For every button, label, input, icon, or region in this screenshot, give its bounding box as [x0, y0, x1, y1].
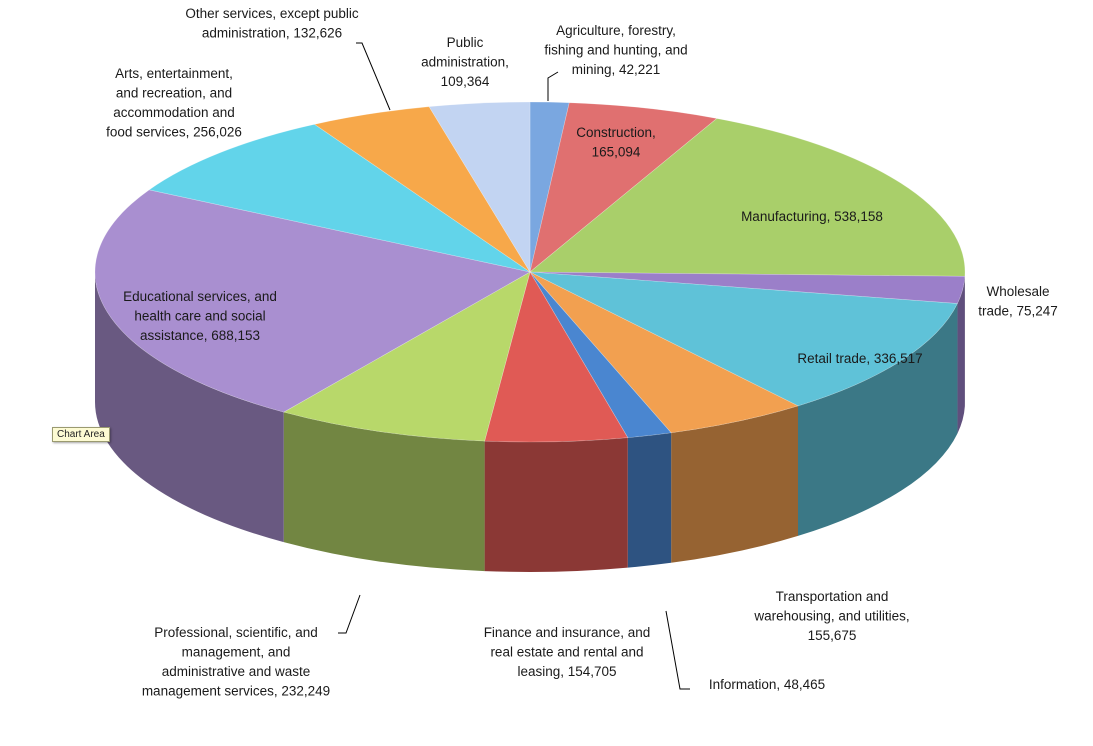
data-label-line: Professional, scientific, and	[154, 625, 318, 640]
data-label-line: health care and social	[134, 309, 265, 324]
data-label-line: management services, 232,249	[142, 684, 330, 699]
data-label-line: Manufacturing, 538,158	[741, 209, 883, 224]
pie-slice-information	[529, 271, 672, 438]
data-label-line: Transportation and	[776, 589, 889, 604]
data-label-line: trade, 75,247	[978, 304, 1058, 319]
data-label-line: Public	[447, 35, 484, 50]
data-label-line: Agriculture, forestry,	[556, 23, 676, 38]
data-label-line: Information, 48,465	[709, 677, 825, 692]
data-label-information: Information, 48,465	[709, 677, 825, 692]
data-label-professional-scientific-and-management-a: Professional, scientific, and management,…	[142, 625, 330, 699]
pie-slice-manufacturing	[529, 118, 966, 277]
data-label-line: leasing, 154,705	[517, 664, 616, 679]
leader-line-agriculture-forestry-fishing-and-hunting	[547, 71, 559, 101]
data-label-line: Construction,	[576, 125, 656, 140]
data-label-line: Wholesale	[986, 284, 1049, 299]
data-label-line: administrative and waste	[162, 664, 311, 679]
data-label-transportation-and-warehousing-and-utili: Transportation and warehousing, and utili…	[753, 589, 909, 643]
pie-side-transportation-and-warehousing-and-utili	[671, 405, 799, 563]
data-label-line: Educational services, and	[123, 289, 277, 304]
pie-sides	[95, 272, 965, 572]
data-label-construction: Construction, 165,094	[576, 125, 656, 160]
pie-slice-other-services-except-public-administrat	[313, 106, 531, 273]
leader-line-other-services-except-public-administrat	[356, 42, 391, 111]
data-label-wholesale-trade: Wholesale trade, 75,247	[978, 284, 1058, 319]
data-label-line: real estate and rental and	[490, 645, 643, 660]
data-label-line: 109,364	[441, 74, 490, 89]
data-label-line: 165,094	[592, 145, 641, 160]
pie-side-retail-trade	[798, 303, 958, 536]
pie-slice-public-administration	[428, 101, 531, 274]
data-label-line: food services, 256,026	[106, 125, 242, 140]
data-label-line: Other services, except public	[185, 6, 359, 21]
data-label-line: mining, 42,221	[572, 62, 661, 77]
data-label-retail-trade: Retail trade, 336,517	[797, 351, 922, 366]
data-label-line: assistance, 688,153	[140, 328, 260, 343]
pie-side-educational-services-and-health-care-and	[95, 272, 284, 543]
pie-slices	[94, 101, 966, 443]
pie-slice-transportation-and-warehousing-and-utili	[529, 271, 799, 434]
chart-area-tooltip: Chart Area	[52, 427, 110, 442]
data-label-manufacturing: Manufacturing, 538,158	[741, 209, 883, 224]
data-label-line: Arts, entertainment,	[115, 66, 233, 81]
pie-slice-wholesale-trade	[529, 271, 966, 304]
data-label-line: 155,675	[808, 628, 857, 643]
leader-line-information	[665, 610, 690, 690]
leader-lines	[338, 42, 690, 690]
data-label-line: and recreation, and	[116, 86, 232, 101]
pie-slice-finance-and-insurance-and-real-estate-an	[484, 271, 629, 443]
pie-slice-agriculture-forestry-fishing-and-hunting	[529, 101, 570, 273]
leader-line-professional-scientific-and-management-a	[338, 594, 361, 634]
data-label-other-services-except-public-administrat: Other services, except public administrat…	[185, 6, 359, 41]
data-label-line: management, and	[182, 645, 291, 660]
pie-side-professional-scientific-and-management-a	[283, 412, 485, 572]
data-label-line: Retail trade, 336,517	[797, 351, 922, 366]
pie-slice-arts-entertainment-and-recreation-and-ac	[148, 123, 531, 273]
data-label-educational-services-and-health-care-and: Educational services, and health care and…	[123, 289, 277, 343]
data-label-line: fishing and hunting, and	[544, 43, 687, 58]
pie-slice-educational-services-and-health-care-and	[94, 189, 531, 413]
pie-slice-professional-scientific-and-management-a	[282, 271, 531, 442]
data-label-finance-and-insurance-and-real-estate-an: Finance and insurance, and real estate an…	[484, 625, 651, 679]
data-labels: Agriculture, forestry, fishing and huntin…	[106, 6, 1058, 699]
data-label-line: warehousing, and utilities,	[753, 609, 909, 624]
pie-slice-retail-trade	[529, 271, 958, 407]
pie-slice-construction	[529, 102, 718, 273]
data-label-line: Finance and insurance, and	[484, 625, 651, 640]
data-label-agriculture-forestry-fishing-and-hunting: Agriculture, forestry, fishing and huntin…	[544, 23, 687, 77]
data-label-line: administration, 132,626	[202, 26, 342, 41]
data-label-line: administration,	[421, 55, 509, 70]
data-label-arts-entertainment-and-recreation-and-ac: Arts, entertainment, and recreation, and a…	[106, 66, 242, 140]
pie-side-finance-and-insurance-and-real-estate-an	[484, 437, 628, 572]
pie-side-information	[627, 432, 672, 568]
data-label-line: accommodation and	[113, 105, 235, 120]
pie-side-wholesale-trade	[957, 276, 965, 434]
data-label-public-administration: Public administration, 109,364	[421, 35, 509, 89]
